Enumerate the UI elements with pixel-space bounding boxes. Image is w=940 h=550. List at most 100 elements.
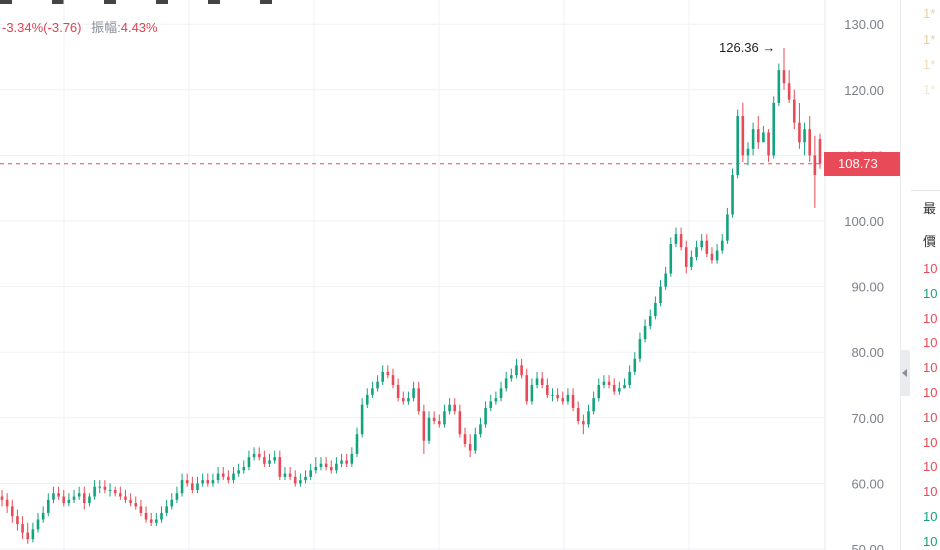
candle-body	[47, 499, 50, 513]
y-tick-label: 90.00	[851, 280, 884, 295]
candle-body	[324, 463, 328, 467]
candle-body	[211, 480, 215, 484]
side-price-row: 10	[923, 335, 938, 351]
candle-body	[643, 325, 647, 340]
candle-body	[535, 378, 539, 385]
y-tick-label: 60.00	[851, 476, 884, 491]
candle-body	[72, 496, 76, 500]
amplitude-value: 4.43%	[120, 20, 158, 35]
candle-body	[592, 398, 595, 412]
candle-body	[26, 532, 30, 540]
candle-body	[237, 470, 240, 474]
toolbar-tool-2[interactable]	[52, 0, 64, 4]
candle-body	[232, 473, 235, 481]
candle-body	[684, 247, 688, 267]
candle-body	[67, 499, 71, 504]
side-top-item-1[interactable]: 1*	[923, 6, 936, 21]
candle-body	[602, 381, 606, 385]
candle-body	[113, 489, 117, 494]
candle-body	[16, 516, 19, 525]
toolbar-tool-4[interactable]	[156, 0, 168, 4]
candle-body	[767, 132, 770, 156]
candle-body	[736, 116, 739, 176]
y-tick-label: 100.00	[844, 214, 884, 229]
toolbar-tool-5[interactable]	[208, 0, 220, 4]
side-top-item-2[interactable]: 1*	[923, 32, 936, 47]
side-top-item-4[interactable]: 1*	[923, 82, 936, 97]
candle-body	[561, 398, 565, 402]
candle-body	[566, 394, 570, 402]
candle-body	[340, 460, 343, 464]
candle-body	[206, 480, 210, 484]
side-header-price: 價	[923, 234, 937, 249]
side-panel: 1* 1* 1* 1* 最 價 10 10 10 10 10 10 10 10 10 10 10 10	[900, 0, 940, 550]
side-price-row: 10	[923, 533, 938, 549]
candle-body	[710, 253, 714, 261]
side-panel-toggle[interactable]	[900, 350, 910, 396]
candle-body	[648, 316, 652, 326]
candle-body	[618, 388, 621, 392]
candle-body	[345, 460, 348, 464]
candle-body	[57, 493, 60, 497]
candle-body	[448, 404, 451, 412]
candle-body	[401, 398, 405, 402]
candle-body	[227, 476, 230, 481]
candle-body	[762, 132, 765, 143]
candle-body	[155, 519, 158, 523]
candle-body	[293, 476, 297, 484]
change-text: -3.34%(-3.76)	[2, 20, 82, 35]
candle-body	[386, 371, 390, 376]
candle-body	[803, 129, 806, 143]
candle-body	[5, 499, 9, 507]
candle-body	[77, 493, 81, 497]
candle-body	[484, 407, 487, 425]
toolbar-strip	[0, 0, 330, 4]
candle-body	[746, 148, 750, 156]
candle-body	[201, 480, 204, 484]
side-top-item-3[interactable]: 1*	[923, 57, 936, 72]
candle-body	[571, 394, 575, 408]
change-stats: -3.34%(-3.76) 振幅:4.43%	[2, 17, 158, 36]
candle-body	[705, 240, 709, 254]
candle-body	[319, 463, 323, 467]
candle-body	[458, 411, 462, 435]
candle-body	[597, 385, 601, 399]
candle-body	[108, 489, 112, 491]
candle-body	[175, 493, 179, 500]
side-price-row: 10	[923, 285, 938, 301]
candle-body	[463, 434, 467, 445]
candle-body	[623, 385, 626, 389]
candle-body	[659, 286, 662, 303]
candle-body	[628, 371, 631, 385]
candle-body	[674, 234, 678, 244]
candle-body	[309, 470, 312, 477]
candle-body	[546, 385, 549, 395]
candle-body	[170, 499, 174, 507]
toolbar-tool-1[interactable]	[0, 0, 12, 4]
candle-body	[257, 453, 261, 458]
candle-body	[124, 496, 127, 500]
y-tick-label: 50.00	[851, 542, 884, 550]
candle-body	[808, 129, 812, 156]
side-price-row: 10	[923, 360, 938, 376]
candle-body	[499, 388, 503, 399]
candle-body	[0, 496, 4, 500]
candle-body	[556, 394, 559, 399]
y-tick-label: 130.00	[844, 17, 884, 32]
candle-body	[443, 411, 446, 425]
candle-body	[813, 155, 817, 176]
candle-body	[88, 496, 91, 504]
candle-body	[365, 394, 369, 405]
candle-body	[304, 476, 307, 481]
toolbar-tool-6[interactable]	[260, 0, 272, 4]
candle-body	[437, 421, 441, 425]
candle-body	[191, 483, 194, 490]
toolbar-tool-3[interactable]	[104, 0, 116, 4]
candle-body	[417, 388, 421, 412]
candle-body	[695, 247, 698, 258]
candle-body	[283, 473, 287, 477]
side-price-row: 10	[923, 261, 938, 276]
